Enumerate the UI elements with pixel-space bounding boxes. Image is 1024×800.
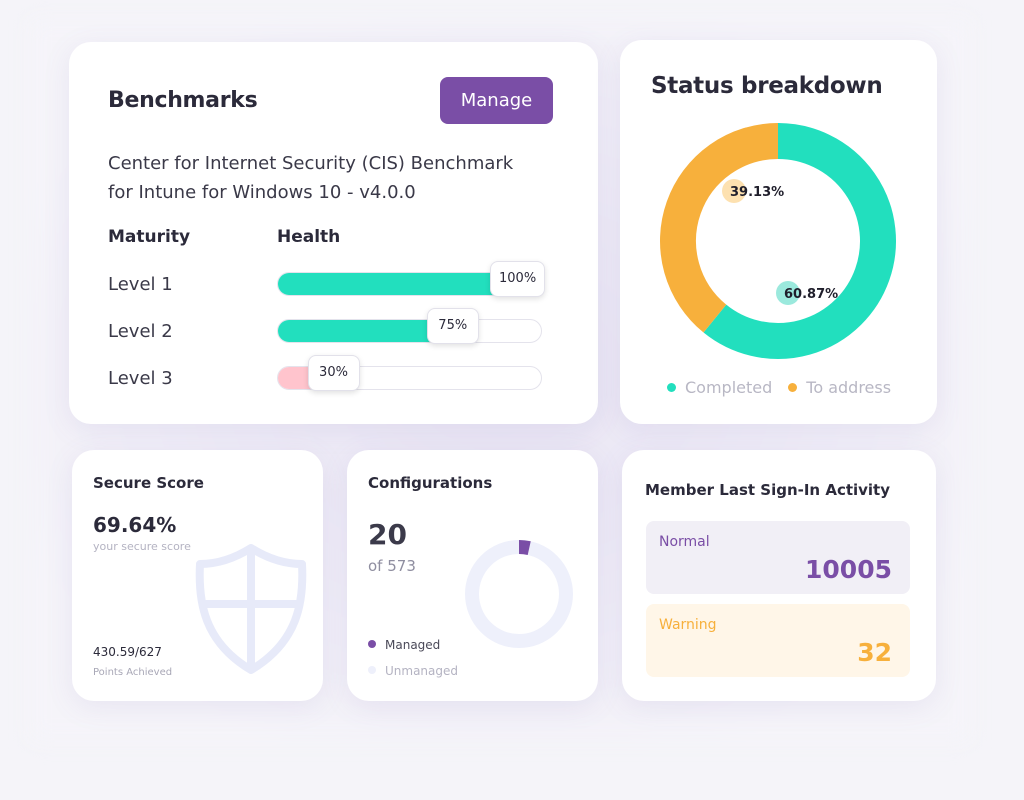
status-breakdown-title: Status breakdown: [651, 73, 883, 99]
legend-unmanaged-label: Unmanaged: [385, 664, 459, 678]
description-line-2: for Intune for Windows 10 - v4.0.0: [108, 182, 416, 203]
status-legend: Completed To address: [667, 378, 891, 397]
unmanaged-ring: [465, 540, 573, 648]
to-address-dot-icon: [788, 383, 798, 392]
configurations-total: of 573: [368, 557, 416, 575]
managed-ring-segment: [518, 540, 531, 555]
level-3-health-bar: 30%: [277, 355, 542, 391]
configurations-title: Configurations: [368, 474, 493, 492]
normal-activity-box: Normal 10005: [646, 521, 910, 594]
secure-score-subtitle: your secure score: [93, 540, 191, 553]
to-address-percent-label: 39.13%: [730, 185, 784, 200]
configurations-card: Configurations 20 of 573 Managed Unmanag…: [347, 450, 598, 701]
legend-to-address-label: To address: [806, 378, 892, 397]
points-value: 430.59/627: [93, 645, 162, 659]
level-1-health-bar: 100%: [277, 261, 546, 297]
normal-value: 10005: [805, 555, 892, 584]
member-sign-in-title: Member Last Sign-In Activity: [645, 481, 891, 499]
legend-to-address: To address: [788, 378, 891, 397]
legend-unmanaged: Unmanaged: [368, 664, 458, 678]
status-donut-chart: 39.13% 60.87%: [660, 123, 896, 359]
points-label: Points Achieved: [93, 667, 173, 678]
to-address-slice: [660, 123, 779, 333]
description-line-1: Center for Internet Security (CIS) Bench…: [108, 153, 514, 174]
status-breakdown-card: Status breakdown 39.13% 60.87% Completed…: [620, 40, 937, 424]
to-address-marker: [722, 179, 746, 203]
completed-slice: [703, 123, 896, 359]
level-2-health-bar: 75%: [277, 308, 542, 344]
completed-marker: [776, 281, 800, 305]
member-sign-in-card: Member Last Sign-In Activity Normal 1000…: [622, 450, 936, 701]
level-1-percent-badge: 100%: [490, 261, 546, 297]
shield-icon: [195, 544, 307, 674]
completed-dot-icon: [667, 383, 676, 392]
level-1-bar-fill: [278, 273, 543, 295]
configurations-count: 20: [368, 518, 407, 551]
legend-completed-label: Completed: [685, 378, 773, 397]
legend-completed: Completed: [667, 378, 772, 397]
legend-managed-label: Managed: [385, 638, 441, 652]
level-1-label: Level 1: [108, 274, 173, 295]
manage-button[interactable]: Manage: [440, 77, 553, 124]
warning-value: 32: [857, 638, 892, 667]
secure-score-value: 69.64%: [93, 513, 177, 537]
benchmarks-title: Benchmarks: [108, 88, 258, 113]
normal-label: Normal: [659, 534, 710, 550]
secure-score-title: Secure Score: [93, 474, 204, 492]
maturity-header: Maturity: [108, 227, 191, 247]
warning-activity-box: Warning 32: [646, 604, 910, 677]
unmanaged-dot-icon: [368, 666, 376, 674]
level-2-percent-badge: 75%: [426, 308, 479, 344]
legend-managed: Managed: [368, 638, 440, 652]
benchmarks-card: Benchmarks Manage Center for Internet Se…: [69, 42, 598, 424]
level-3-label: Level 3: [108, 368, 173, 389]
managed-dot-icon: [368, 640, 376, 648]
configurations-donut-chart: [465, 540, 573, 648]
level-3-percent-badge: 30%: [307, 355, 360, 391]
benchmark-description: Center for Internet Security (CIS) Bench…: [108, 149, 528, 207]
health-header: Health: [277, 227, 341, 247]
secure-score-card: Secure Score 69.64% your secure score 43…: [72, 450, 323, 701]
completed-percent-label: 60.87%: [784, 287, 838, 302]
level-2-label: Level 2: [108, 321, 173, 342]
warning-label: Warning: [659, 617, 717, 633]
